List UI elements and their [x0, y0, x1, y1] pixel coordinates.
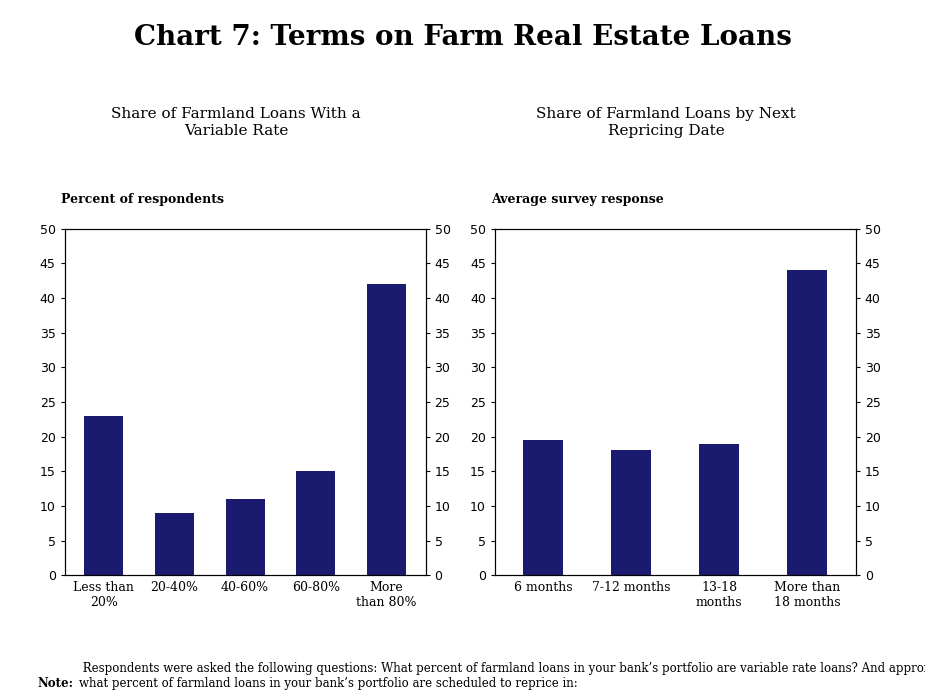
- Text: Note:: Note:: [37, 676, 73, 690]
- Bar: [787, 270, 827, 575]
- Bar: [155, 513, 194, 575]
- Text: Chart 7: Terms on Farm Real Estate Loans: Chart 7: Terms on Farm Real Estate Loans: [133, 24, 792, 51]
- Bar: [367, 284, 406, 575]
- Bar: [524, 440, 563, 575]
- Bar: [296, 471, 336, 575]
- Bar: [84, 416, 123, 575]
- Text: Share of Farmland Loans by Next
Repricing Date: Share of Farmland Loans by Next Repricin…: [536, 107, 796, 138]
- Bar: [611, 450, 651, 575]
- Text: Share of Farmland Loans With a
Variable Rate: Share of Farmland Loans With a Variable …: [111, 107, 361, 138]
- Bar: [699, 444, 739, 575]
- Text: Average survey response: Average survey response: [491, 193, 664, 207]
- Bar: [226, 499, 265, 575]
- Text: Respondents were asked the following questions: What percent of farmland loans i: Respondents were asked the following que…: [79, 662, 925, 690]
- Text: Percent of respondents: Percent of respondents: [61, 193, 224, 207]
